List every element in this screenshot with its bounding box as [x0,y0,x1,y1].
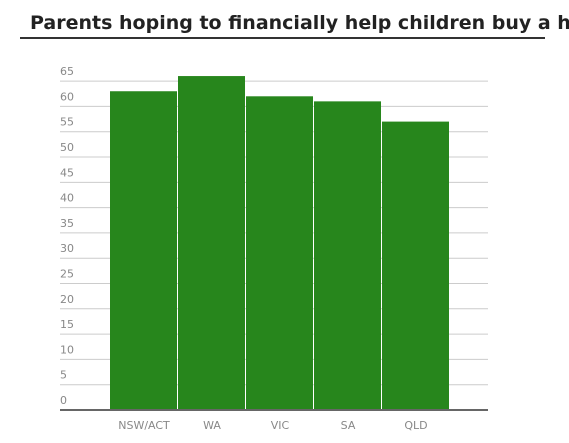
y-tick-label: 0 [60,394,67,407]
x-tick-label: NSW/ACT [118,419,170,432]
y-tick-label: 30 [60,242,74,255]
y-tick-label: 50 [60,141,74,154]
y-tick-label: 15 [60,318,74,331]
bar [314,101,381,410]
bar [110,91,177,411]
y-tick-label: 60 [60,90,74,103]
y-tick-label: 10 [60,343,74,356]
y-tick-label: 40 [60,192,74,205]
bar [246,96,313,410]
bar [382,121,449,410]
x-tick-label: SA [341,419,356,432]
y-tick-label: 65 [60,65,74,78]
y-tick-label: 55 [60,116,74,129]
y-tick-label: 35 [60,217,74,230]
y-tick-label: 25 [60,268,74,281]
bar [178,76,245,411]
y-tick-label: 20 [60,293,74,306]
y-tick-label: 5 [60,369,67,382]
x-tick-label: WA [203,419,221,432]
x-tick-label: VIC [271,419,290,432]
x-tick-label: QLD [404,419,427,432]
chart-title: Parents hoping to financially help child… [30,12,569,34]
y-tick-label: 45 [60,166,74,179]
